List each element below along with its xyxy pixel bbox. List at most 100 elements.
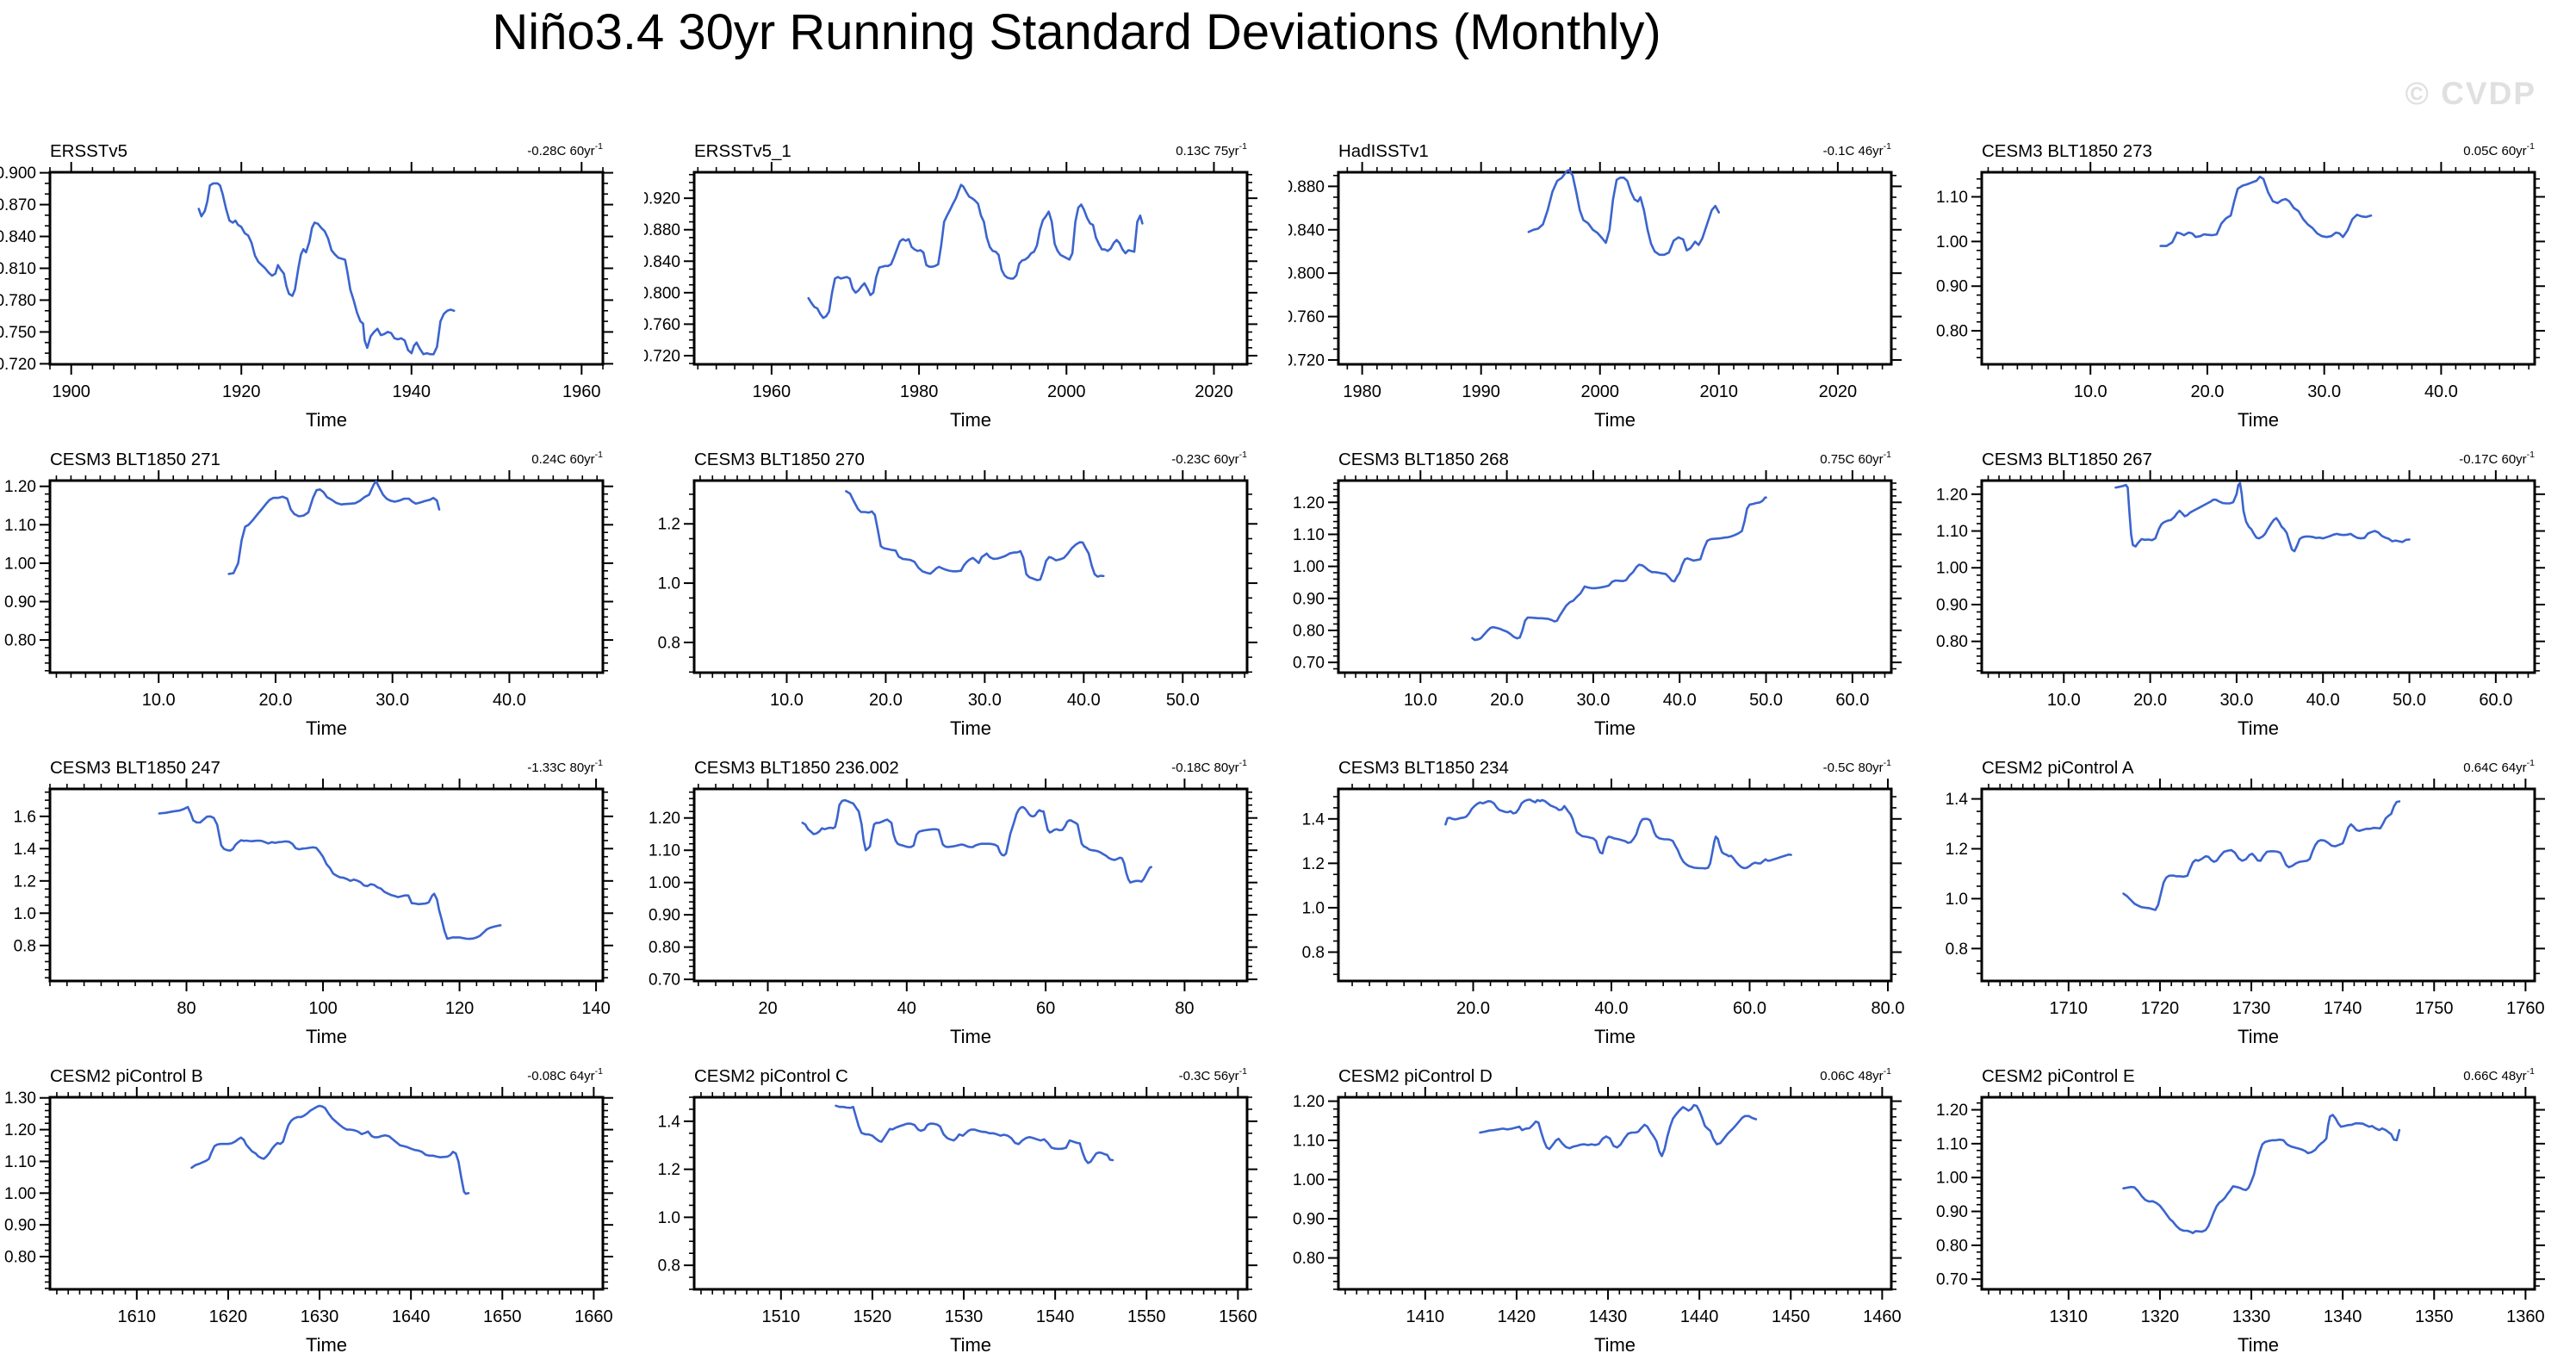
chart-panel: CESM3 BLT1850 268 0.75C 60yr-1 10.0 20.0 30.… [1288,444,1932,746]
x-tick-label: 60.0 [1835,691,1869,710]
x-tick-label: 40.0 [1067,691,1101,710]
x-tick-label: 1660 [574,1307,613,1326]
x-tick-label: 1960 [562,382,601,401]
chart-title: ERSSTv5_1 [694,141,791,161]
chart-plot: ERSSTv5_1 0.13C 75yr-1 1960 1980 2000 2020 0.7… [639,141,1257,431]
x-tick-label: 1410 [1406,1307,1445,1326]
trend-annotation: -0.3C 56yr-1 [1179,1066,1248,1083]
x-tick-label: 50.0 [1166,691,1200,710]
y-tick-label: 0.90 [1293,590,1325,608]
x-tick-label: 1620 [209,1307,248,1326]
chart-header: CESM2 piControl A 0.64C 64yr-1 [1982,758,2535,778]
chart-plot: CESM3 BLT1850 273 0.05C 60yr-1 10.0 20.0 30.… [1936,141,2545,431]
chart-plot: CESM3 BLT1850 270 -0.23C 60yr-1 10.0 20.0 30… [658,450,1257,739]
series-line [2122,1114,2401,1234]
y-tick-label: 1.20 [1936,486,1968,504]
chart-panel: HadISSTv1 -0.1C 46yr-1 1980 1990 2000 2010 202… [1283,136,1932,438]
chart-panel: CESM2 piControl C -0.3C 56yr-1 1510 1520 153… [644,1061,1288,1363]
y-tick-label: 0.800 [644,284,680,302]
chart-panel: CESM3 BLT1850 247 -1.33C 80yr-1 80 100 120 14… [0,753,643,1054]
trend-annotation: -1.33C 80yr-1 [527,758,603,775]
y-tick-label: 1.00 [1936,1170,1968,1188]
trend-annotation: 0.75C 60yr-1 [1820,450,1891,467]
x-tick-label: 30.0 [968,691,1002,710]
trend-annotation: 0.13C 75yr-1 [1176,141,1247,158]
chart-title: CESM3 BLT1850 271 [50,450,220,469]
chart-header: CESM2 piControl B -0.08C 64yr-1 [50,1066,603,1086]
x-tick-label: 40.0 [2424,382,2458,401]
x-tick-label: 30.0 [376,691,409,710]
x-tick-label: 1980 [1343,382,1381,401]
y-tick-label: 0.80 [4,632,36,650]
axes: 1310 1320 1330 1340 1350 1360 0.70 0.80 0.90 1.00… [1936,1087,2545,1356]
x-tick-label: 1760 [2506,999,2545,1018]
x-tick-label: 1640 [392,1307,431,1326]
chart-plot: CESM3 BLT1850 236.002 -0.18C 80yr-1 20 40 60… [649,758,1257,1047]
y-tick-label: 0.8 [1302,944,1325,962]
series-line [807,183,1144,320]
chart-header: HadISSTv1 -0.1C 46yr-1 [1338,141,1891,161]
y-tick-label: 0.70 [1293,655,1325,673]
x-axis-label: Time [2238,409,2279,431]
series-line [2159,175,2373,247]
chart-title: CESM3 BLT1850 236.002 [694,758,899,778]
x-axis-label: Time [950,1026,991,1047]
series-line [227,480,441,575]
x-tick-label: 1630 [301,1307,339,1326]
x-tick-label: 80.0 [1871,999,1905,1018]
x-tick-label: 1920 [222,382,261,401]
axes: 1710 1720 1730 1740 1750 1760 0.8 1.0 1.2 1.4 Time [1946,779,2545,1047]
chart-header: CESM3 BLT1850 268 0.75C 60yr-1 [1338,450,1891,469]
x-tick-label: 40 [897,999,916,1018]
x-axis-label: Time [1594,1026,1636,1047]
y-tick-label: 1.00 [1936,560,1968,578]
y-tick-label: 0.90 [1293,1211,1325,1229]
y-tick-label: 1.4 [1946,791,1969,809]
y-tick-label: 0.80 [1293,622,1325,640]
chart-title: CESM3 BLT1850 267 [1982,450,2152,469]
y-tick-label: 0.760 [644,316,680,334]
chart-header: ERSSTv5 -0.28C 60yr-1 [50,141,603,161]
x-tick-label: 40.0 [493,691,526,710]
y-tick-label: 0.8 [1946,941,1968,959]
y-tick-label: 0.80 [4,1249,36,1267]
cvdp-watermark: © CVDP [2405,76,2536,111]
trend-annotation: -0.18C 80yr-1 [1171,758,1247,775]
x-tick-label: 1940 [393,382,431,401]
x-axis-label: Time [950,717,991,739]
chart-title: ERSSTv5 [50,141,127,161]
y-tick-label: 0.780 [0,292,36,310]
x-tick-label: 1320 [2141,1307,2180,1326]
chart-header: CESM3 BLT1850 270 -0.23C 60yr-1 [694,450,1247,469]
y-tick-label: 1.4 [1302,810,1325,829]
x-tick-label: 40.0 [1663,691,1697,710]
chart-header: CESM2 piControl D 0.06C 48yr-1 [1338,1066,1891,1086]
x-tick-label: 60 [1036,999,1055,1018]
chart-plot: CESM3 BLT1850 271 0.24C 60yr-1 10.0 20.0 30.… [4,450,613,739]
y-tick-label: 1.0 [1946,891,1968,909]
chart-plot: CESM2 piControl D 0.06C 48yr-1 1410 1420 143… [1293,1066,1902,1356]
y-tick-label: 1.00 [1936,233,1968,251]
series-line [801,798,1153,884]
x-tick-label: 40.0 [1595,999,1629,1018]
chart-panel: ERSSTv5_1 0.13C 75yr-1 1960 1980 2000 2020 0.7… [639,136,1288,438]
y-tick-label: 0.90 [4,1217,36,1235]
axes: 10.0 20.0 30.0 40.0 50.0 60.0 0.70 0.80 0.90 1.00… [1293,470,1902,739]
x-tick-label: 50.0 [2393,691,2426,710]
chart-title: CESM3 BLT1850 234 [1338,758,1509,778]
x-tick-label: 1350 [2415,1307,2454,1326]
y-tick-label: 1.10 [4,1153,36,1171]
x-tick-label: 1520 [853,1307,892,1326]
series-line [845,490,1105,581]
chart-title: CESM3 BLT1850 270 [694,450,865,469]
x-tick-label: 1310 [2050,1307,2089,1326]
y-tick-label: 1.10 [1936,1135,1968,1153]
x-tick-label: 1360 [2506,1307,2545,1326]
trend-annotation: 0.05C 60yr-1 [2463,141,2535,158]
y-tick-label: 0.840 [0,228,36,246]
x-tick-label: 1460 [1863,1307,1902,1326]
series-line [1479,1103,1758,1158]
chart-plot: CESM3 BLT1850 234 -0.5C 80yr-1 20.0 40.0 60.… [1302,758,1905,1047]
x-tick-label: 10.0 [2074,382,2107,401]
x-tick-label: 1990 [1462,382,1500,401]
